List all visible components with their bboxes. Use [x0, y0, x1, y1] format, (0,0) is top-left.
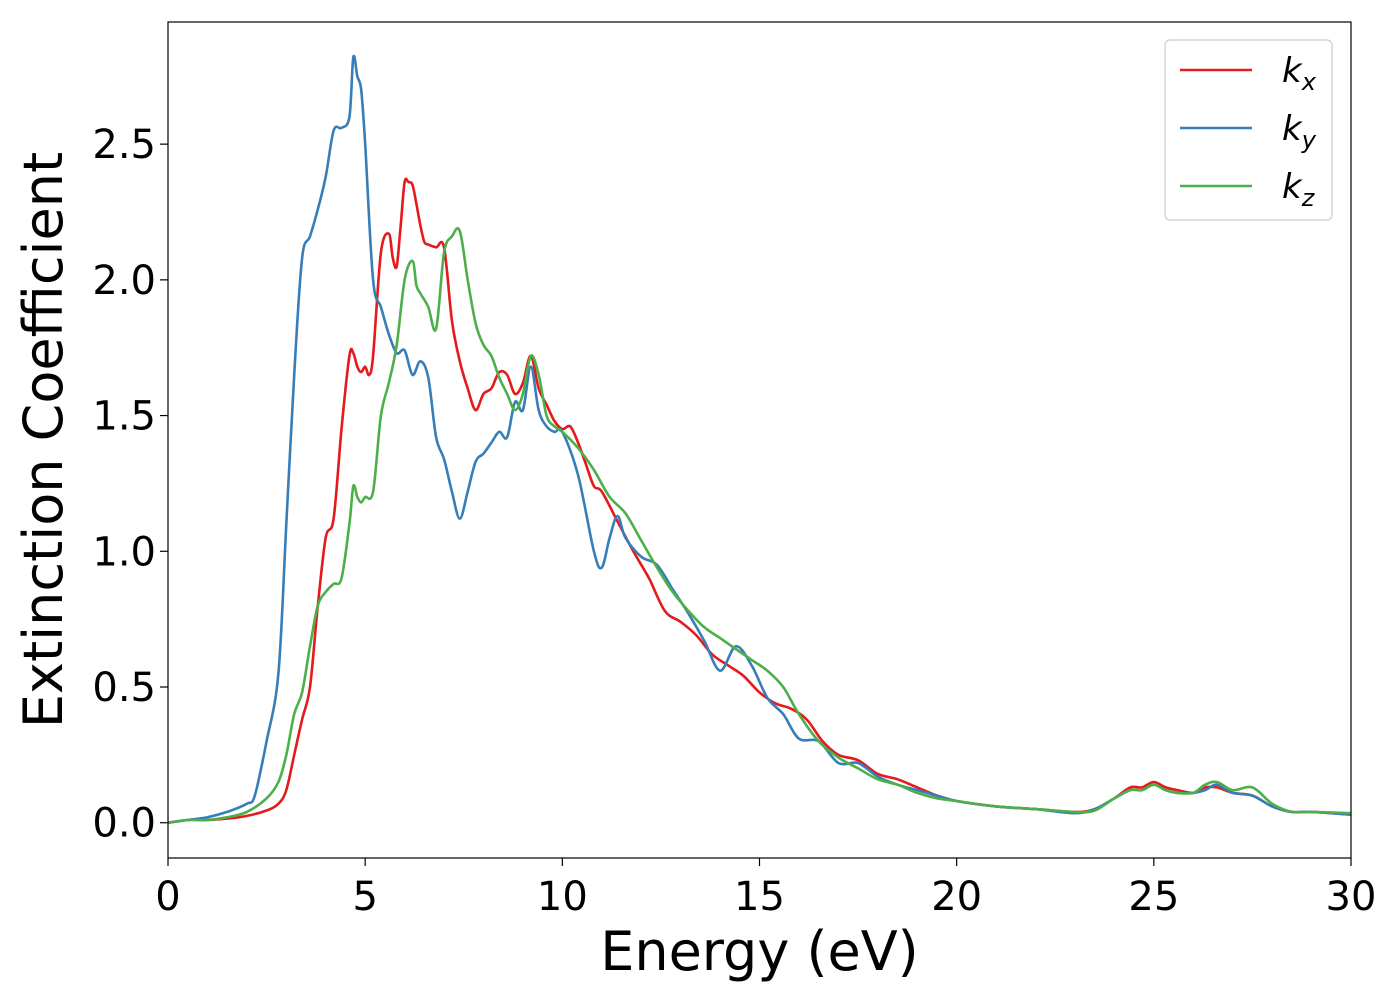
y-tick-label: 1.5 [92, 394, 156, 440]
y-tick-label: 2.5 [92, 122, 156, 168]
legend-label-kz: kz [1282, 167, 1316, 212]
y-tick-label: 1.0 [92, 529, 156, 575]
legend-label-kx: kx [1282, 51, 1317, 96]
x-tick-label: 0 [155, 874, 180, 920]
x-tick-label: 15 [734, 874, 785, 920]
y-axis-label: Extinction Coefficient [12, 152, 75, 728]
x-tick-label: 20 [931, 874, 982, 920]
legend-label-main: k [1282, 167, 1303, 207]
y-tick-label: 2.0 [92, 258, 156, 304]
y-tick-label: 0.5 [92, 665, 156, 711]
x-tick-label: 10 [537, 874, 588, 920]
x-axis-ticks: 0 5 10 15 20 25 30 [155, 858, 1376, 920]
x-tick-label: 30 [1326, 874, 1377, 920]
legend-box [1164, 39, 1333, 221]
legend-label-subscript: x [1301, 68, 1317, 96]
series-layer [167, 54, 1352, 824]
legend-label-subscript: y [1301, 126, 1317, 154]
legend-label-main: k [1282, 109, 1303, 149]
y-tick-label: 0.0 [92, 801, 156, 847]
legend-label-subscript: z [1301, 184, 1316, 212]
y-axis-ticks: 0.0 0.5 1.0 1.5 2.0 2.5 [92, 122, 168, 847]
series-line-kz [167, 227, 1352, 824]
x-axis-label: Energy (eV) [600, 920, 919, 983]
x-tick-label: 25 [1128, 874, 1179, 920]
x-tick-label: 5 [352, 874, 377, 920]
legend-label-ky: ky [1282, 109, 1317, 154]
legend-label-main: k [1282, 51, 1303, 91]
